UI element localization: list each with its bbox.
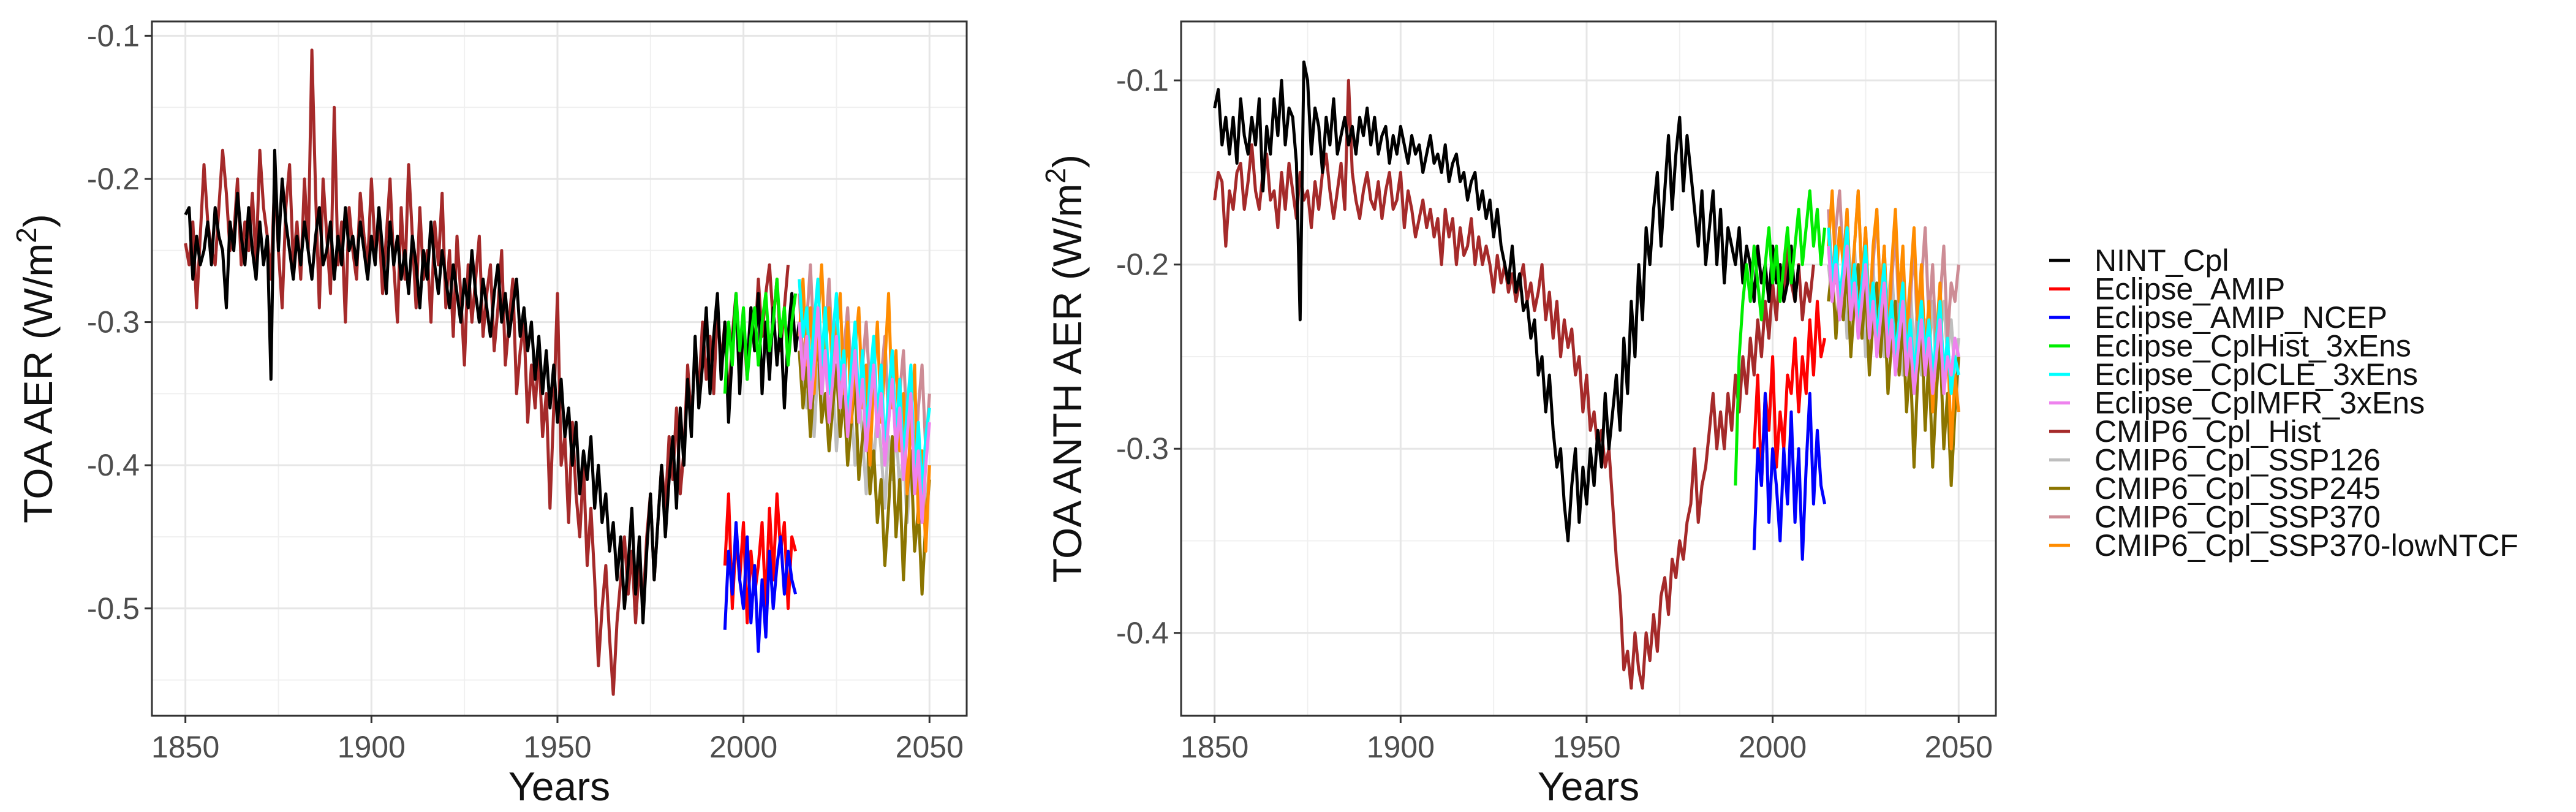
x-tick-label: 2000 xyxy=(1739,730,1807,764)
series-line-eclipse_cplmfr_3xens xyxy=(1827,245,1960,395)
x-axis-title: Years xyxy=(1538,764,1639,809)
y-tick-label: -0.4 xyxy=(1116,616,1169,650)
legend-label-eclipse_amip_ncep: Eclipse_AMIP_NCEP xyxy=(2094,300,2387,335)
series-line-eclipse_amip_ncep xyxy=(723,521,798,653)
x-tick-label: 1850 xyxy=(151,730,219,764)
y-tick-label: -0.5 xyxy=(87,591,140,626)
legend-label-cmip6_cpl_ssp370: CMIP6_Cpl_SSP370 xyxy=(2094,500,2381,534)
series-line-nint_cpl xyxy=(184,148,801,624)
x-tick-label: 2050 xyxy=(896,730,964,764)
y-tick-label: -0.1 xyxy=(87,18,140,53)
series-line-eclipse_cplhist_3xens xyxy=(1734,189,1827,486)
series-line-nint_cpl xyxy=(1213,60,1800,542)
x-tick-label: 1850 xyxy=(1180,730,1248,764)
y-tick-label: -0.4 xyxy=(87,448,140,482)
plot-frame xyxy=(151,20,968,717)
x-tick-label: 1900 xyxy=(1367,730,1435,764)
plot-area xyxy=(1181,21,1996,716)
y-axis-title: TOA ANTH AER (W/m2) xyxy=(1040,154,1090,583)
y-tick-label: -0.3 xyxy=(87,305,140,340)
x-tick-label: 2000 xyxy=(709,730,777,764)
x-tick-label: 1950 xyxy=(1552,730,1620,764)
legend-label-eclipse_cplmfr_3xens: Eclipse_CplMFR_3xEns xyxy=(2094,386,2425,420)
plot-frame xyxy=(1180,20,1997,717)
panel-toa-anth-aer: 1850 1900 1950 2000 2050 -0.1 -0.2 -0.3 -0.4 Year… xyxy=(1040,20,1997,809)
x-tick-label: 1950 xyxy=(523,730,591,764)
legend-label-nint_cpl: NINT_Cpl xyxy=(2094,243,2229,278)
y-tick-label: -0.2 xyxy=(87,162,140,196)
y-axis-title: TOA AER (W/m2) xyxy=(10,214,61,523)
y-tick-label: -0.1 xyxy=(1116,63,1169,97)
panel-toa-aer: 1850 1900 1950 2000 2050 -0.1 -0.2 -0.3 -0.4 -0.5… xyxy=(10,18,968,809)
x-tick-label: 1900 xyxy=(338,730,406,764)
legend-label-cmip6_cpl_ssp370-lowntcf: CMIP6_Cpl_SSP370-lowNTCF xyxy=(2094,528,2518,563)
legend-label-cmip6_cpl_ssp245: CMIP6_Cpl_SSP245 xyxy=(2094,471,2381,506)
legend-label-cmip6_cpl_ssp126: CMIP6_Cpl_SSP126 xyxy=(2094,443,2381,477)
x-tick-label: 2050 xyxy=(1925,730,1993,764)
legend: NINT_CplEclipse_AMIPEclipse_AMIP_NCEPEcl… xyxy=(2049,243,2518,563)
legend-label-eclipse_cplcle_3xens: Eclipse_CplCLE_3xEns xyxy=(2094,357,2418,392)
series-line-eclipse_cplhist_3xens xyxy=(723,278,798,394)
y-tick-label: -0.2 xyxy=(1116,248,1169,282)
series-line-eclipse_cplmfr_3xens xyxy=(798,306,931,525)
legend-label-eclipse_amip: Eclipse_AMIP xyxy=(2094,272,2285,306)
legend-label-eclipse_cplhist_3xens: Eclipse_CplHist_3xEns xyxy=(2094,329,2411,363)
series-line-eclipse_amip_ncep xyxy=(1752,392,1827,561)
x-axis-title: Years xyxy=(508,764,610,809)
legend-label-cmip6_cpl_hist: CMIP6_Cpl_Hist xyxy=(2094,414,2321,449)
y-tick-label: -0.3 xyxy=(1116,431,1169,466)
